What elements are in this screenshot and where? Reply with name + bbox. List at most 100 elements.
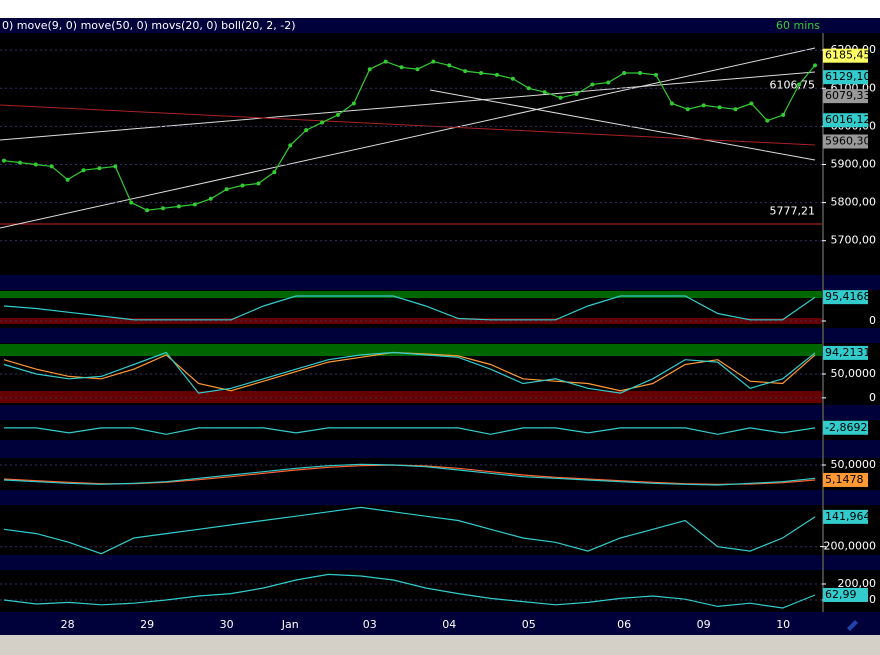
- price-marker-label: 62,99: [825, 588, 857, 601]
- price-point: [717, 105, 722, 110]
- price-point: [669, 101, 674, 106]
- price-marker-label: 6079,33: [825, 89, 871, 102]
- price-point: [574, 91, 579, 96]
- price-point: [765, 118, 770, 123]
- trend-line: [0, 71, 816, 141]
- price-marker: [823, 290, 868, 305]
- indicator-line: [4, 427, 816, 435]
- price-marker-label: 141,9644: [825, 510, 878, 523]
- price-point: [2, 158, 6, 163]
- price-point: [49, 164, 54, 169]
- price-marker-label: -2,8692: [825, 421, 867, 434]
- y-tick-label: 0: [869, 391, 876, 404]
- y-tick-label: 200,00: [838, 577, 877, 590]
- x-tick-label: 30: [220, 618, 234, 631]
- price-point: [367, 67, 372, 72]
- price-marker: [823, 113, 868, 128]
- y-tick-label: 0: [869, 593, 876, 606]
- price-point: [431, 59, 436, 64]
- price-point: [17, 160, 22, 165]
- price-point: [33, 162, 38, 167]
- indicator-list: 0) move(9, 0) move(50, 0) movs(20, 0) bo…: [2, 19, 295, 32]
- indicator-line: [3, 464, 816, 485]
- overbought-zone: [0, 344, 822, 356]
- price-point: [129, 200, 134, 205]
- price-point: [256, 181, 261, 186]
- price-marker-label: 95,4168: [825, 290, 871, 303]
- price-point: [622, 71, 627, 76]
- tool-icon[interactable]: [847, 620, 858, 631]
- indicator-line: [3, 463, 816, 486]
- price-point: [558, 95, 563, 100]
- oversold-zone: [0, 391, 822, 403]
- price-point: [701, 103, 706, 108]
- price-point: [463, 69, 468, 74]
- separator: [0, 555, 880, 570]
- price-point: [399, 65, 404, 70]
- price-point: [240, 183, 245, 188]
- indicator-line: [3, 506, 816, 555]
- trend-line: [429, 89, 816, 161]
- price-point: [113, 164, 118, 169]
- price-point: [510, 76, 515, 81]
- price-point: [526, 86, 531, 91]
- x-axis-bar: [0, 612, 880, 635]
- price-marker: [823, 48, 868, 63]
- price-point: [733, 107, 738, 112]
- price-marker-label: 6016,12: [825, 113, 871, 126]
- separator: [0, 490, 880, 505]
- price-point: [781, 112, 786, 117]
- price-marker-label: 6185,45: [825, 49, 871, 62]
- price-marker: [823, 345, 868, 360]
- price-point: [494, 72, 499, 77]
- price-point: [288, 143, 293, 148]
- price-point: [161, 206, 166, 211]
- indicator-line: [3, 351, 816, 394]
- indicator-line: [3, 351, 816, 392]
- price-point: [447, 63, 452, 68]
- price-point: [81, 168, 86, 173]
- price-annotation: 5777,21: [770, 204, 816, 217]
- price-point: [415, 67, 420, 72]
- separator: [0, 440, 880, 458]
- price-point: [224, 187, 229, 192]
- indicator-line: [3, 295, 816, 321]
- price-point: [797, 82, 802, 87]
- price-marker: [823, 89, 868, 104]
- price-marker: [823, 70, 868, 85]
- y-tick-label: 5800,00: [831, 196, 877, 209]
- price-point: [97, 166, 102, 171]
- separator: [0, 405, 880, 420]
- x-tick-label: Jan: [281, 618, 299, 631]
- y-tick-label: 0: [869, 314, 876, 327]
- top-bar: [0, 0, 880, 18]
- x-tick-label: 03: [363, 618, 377, 631]
- price-point: [653, 72, 658, 77]
- y-tick-label: 5700,00: [831, 234, 877, 247]
- price-point: [320, 120, 325, 125]
- price-point: [145, 208, 150, 213]
- x-tick-label: 09: [697, 618, 711, 631]
- y-tick-label: 5900,00: [831, 157, 877, 170]
- price-point: [749, 101, 754, 106]
- trend-line: [0, 47, 816, 229]
- price-point: [590, 82, 595, 87]
- indicator-line: [3, 573, 816, 609]
- price-marker-label: 5,1478: [825, 473, 864, 486]
- price-point: [304, 128, 309, 133]
- price-point: [351, 101, 356, 106]
- x-tick-label: 04: [442, 618, 456, 631]
- overbought-zone: [0, 291, 822, 298]
- price-point: [542, 90, 547, 95]
- x-tick-label: 28: [61, 618, 75, 631]
- price-point: [335, 112, 340, 117]
- x-tick-label: 10: [776, 618, 790, 631]
- price-marker-label: 6129,10: [825, 70, 871, 83]
- price-marker-label: 5960,30: [825, 134, 871, 147]
- price-marker-label: 94,2131: [825, 346, 871, 359]
- price-point: [272, 170, 277, 175]
- price-point: [479, 71, 484, 76]
- price-marker: [823, 587, 868, 602]
- price-point: [383, 59, 388, 64]
